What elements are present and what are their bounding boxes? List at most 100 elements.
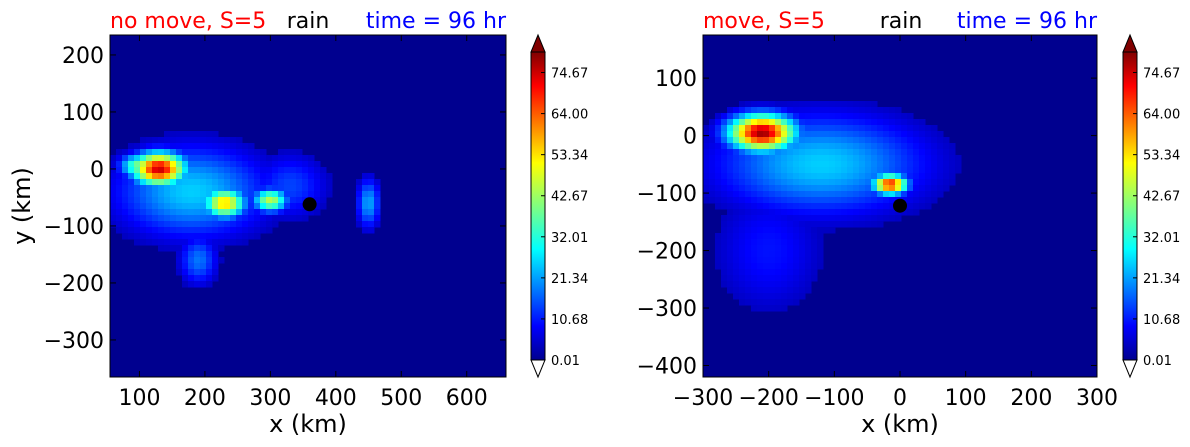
rain-cell [799,107,806,114]
rain-cell [721,251,728,258]
rain-cell [757,125,764,132]
rain-cell [787,293,794,300]
rain-cell [703,137,710,144]
rain-cell [937,185,944,192]
rain-cell [859,173,866,180]
rain-cell [212,179,219,186]
rain-cell [877,137,884,144]
rain-cell [787,233,794,240]
rain-cell [745,221,752,228]
rain-cell [865,197,872,204]
rain-cell [314,209,321,216]
rain-cell [769,125,776,132]
rain-cell [865,107,872,114]
rain-cell [110,167,117,174]
rain-cell [877,161,884,168]
rain-cell [727,161,734,168]
rain-cell [757,263,764,270]
rain-cell [883,197,890,204]
rain-cell [278,161,285,168]
rain-cell [757,155,764,162]
rain-cell [176,143,183,150]
rain-cell [727,137,734,144]
rain-cell [913,209,920,216]
rain-cell [164,179,171,186]
rain-cell [847,113,854,120]
rain-cell [751,281,758,288]
rain-cell [823,221,830,228]
rain-cell [362,215,369,222]
rain-cell [805,239,812,246]
rain-cell [158,137,165,144]
rain-cell [805,173,812,180]
rain-cell [709,131,716,138]
rain-cell [236,143,243,150]
rain-cell [230,209,237,216]
panel-1-plot-frame [109,34,507,378]
rain-cell [901,137,908,144]
rain-cell [793,191,800,198]
rain-cell [793,125,800,132]
rain-cell [242,197,249,204]
rain-cell [140,203,147,210]
rain-cell [775,245,782,252]
rain-cell [200,221,207,228]
rain-cell [853,197,860,204]
rain-cell [182,155,189,162]
rain-cell [805,263,812,270]
rain-cell [194,221,201,228]
rain-cell [739,275,746,282]
rain-cell [937,131,944,138]
rain-cell [739,185,746,192]
rain-cell [368,173,375,180]
rain-cell [817,119,824,126]
rain-cell [128,227,135,234]
rain-cell [739,113,746,120]
rain-cell [823,209,830,216]
rain-cell [877,143,884,150]
rain-cell [817,161,824,168]
rain-cell [937,173,944,180]
rain-cell [775,173,782,180]
rain-cell [751,245,758,252]
rain-cell [871,125,878,132]
rain-cell [218,155,225,162]
rain-cell [919,143,926,150]
rain-cell [206,143,213,150]
colorbar-1-max-arrow [530,33,546,53]
rain-cell [140,239,147,246]
rain-cell [727,173,734,180]
rain-cell [721,125,728,132]
rain-cell [829,125,836,132]
rain-cell [194,137,201,144]
rain-cell [931,179,938,186]
rain-cell [721,239,728,246]
rain-cell [829,167,836,174]
rain-cell [811,149,818,156]
panel-1-title-left: no move, S=5 [110,9,266,34]
rain-cell [176,167,183,174]
rain-cell [757,119,764,126]
rain-cell [763,143,770,150]
rain-cell [841,215,848,222]
rain-cell [260,149,267,156]
rain-cell [200,161,207,168]
rain-cell [793,299,800,306]
rain-cell [805,161,812,168]
rain-cell [775,161,782,168]
rain-cell [152,203,159,210]
rain-cell [146,197,153,204]
rain-cell [242,191,249,198]
rain-cell [763,305,770,312]
rain-cell [811,179,818,186]
rain-cell [230,137,237,144]
rain-cell [757,245,764,252]
rain-cell [368,191,375,198]
rain-cell [158,239,165,246]
rain-cell [721,227,728,234]
rain-cell [266,161,273,168]
rain-cell [739,269,746,276]
rain-cell [260,179,267,186]
rain-cell [224,137,231,144]
rain-cell [122,179,129,186]
